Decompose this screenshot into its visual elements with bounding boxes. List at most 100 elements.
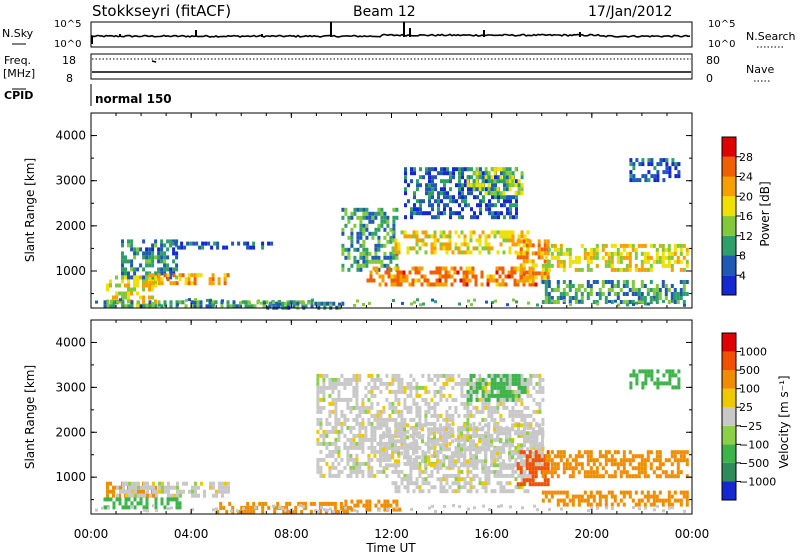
heatmap-cell: [416, 183, 419, 188]
heatmap-cell: [655, 259, 659, 264]
heatmap-cell: [367, 405, 371, 410]
heatmap-cell: [387, 270, 391, 275]
heatmap-cell: [662, 509, 665, 513]
heatmap-cell: [164, 303, 167, 307]
heatmap-cell: [469, 250, 473, 255]
heatmap-cell: [431, 215, 434, 220]
heatmap-cell: [464, 195, 467, 200]
heatmap-cell: [155, 508, 158, 512]
heatmap-cell: [349, 457, 353, 462]
heatmap-cell: [418, 473, 422, 478]
heatmap-cell: [616, 267, 620, 272]
heatmap-cell: [300, 509, 304, 514]
heatmap-cell: [667, 255, 671, 260]
heatmap-cell: [409, 473, 413, 478]
colorbar-tick-label: 16: [739, 210, 753, 223]
heatmap-cell: [667, 458, 671, 463]
heatmap-cell: [175, 281, 179, 286]
nsearch-label: N.Search: [746, 30, 796, 43]
heatmap-cell: [273, 505, 277, 510]
heatmap-cell: [115, 497, 119, 502]
heatmap-cell: [526, 238, 530, 243]
heatmap-cell: [676, 470, 680, 475]
heatmap-cell: [528, 282, 532, 287]
heatmap-cell: [662, 299, 665, 303]
heatmap-cell: [586, 255, 590, 260]
heatmap-cell: [664, 284, 668, 288]
heatmap-cell: [346, 405, 350, 410]
heatmap-cell: [526, 381, 530, 386]
heatmap-cell: [670, 255, 674, 260]
heatmap-cell: [223, 277, 227, 282]
heatmap-cell: [383, 251, 387, 256]
heatmap-cell: [161, 489, 164, 494]
heatmap-cell: [157, 277, 161, 282]
heatmap-cell: [622, 470, 626, 475]
heatmap-cell: [436, 389, 440, 394]
heatmap-cell: [513, 278, 517, 283]
heatmap-cell: [637, 288, 641, 292]
heatmap-cell: [491, 211, 494, 216]
heatmap-cell: [421, 489, 425, 494]
heatmap-cell: [394, 417, 398, 422]
heatmap-cell: [172, 259, 176, 264]
heatmap-cell: [674, 174, 678, 179]
heatmap-cell: [661, 263, 665, 268]
heatmap-cell: [404, 179, 407, 184]
heatmap-cell: [494, 203, 497, 208]
heatmap-cell: [534, 282, 538, 287]
heatmap-cell: [475, 433, 479, 438]
heatmap-cell: [528, 270, 532, 275]
heatmap-cell: [337, 453, 341, 458]
heatmap-cell: [625, 470, 629, 475]
heatmap-cell: [604, 462, 608, 467]
heatmap-cell: [106, 481, 109, 486]
heatmap-cell: [412, 417, 416, 422]
heatmap-cell: [479, 203, 482, 208]
heatmap-cell: [145, 271, 149, 276]
heatmap-cell: [106, 304, 110, 309]
heatmap-cell: [493, 373, 497, 378]
heatmap-cell: [484, 443, 487, 448]
heatmap-cell: [670, 470, 674, 475]
heatmap-cell: [149, 493, 152, 498]
heatmap-cell: [481, 397, 485, 402]
heatmap-cell: [502, 405, 506, 410]
heatmap-cell: [562, 267, 566, 272]
heatmap-cell: [463, 401, 467, 406]
heatmap-cell: [517, 455, 520, 460]
heatmap-cell: [661, 247, 665, 252]
colorbar-swatch: [722, 255, 736, 276]
heatmap-cell: [343, 417, 347, 422]
heatmap-cell: [148, 255, 152, 260]
heatmap-cell: [424, 459, 427, 464]
heatmap-cell: [509, 505, 512, 509]
heatmap-cell: [439, 427, 442, 432]
heatmap-cell: [377, 508, 380, 512]
heatmap-cell: [329, 507, 332, 511]
heatmap-cell: [373, 417, 377, 422]
heatmap-cell: [121, 291, 124, 296]
heatmap-cell: [484, 242, 488, 247]
heatmap-cell: [541, 443, 544, 448]
heatmap-cell: [106, 485, 109, 490]
heatmap-cell: [362, 211, 366, 216]
heatmap-cell: [466, 389, 470, 394]
heatmap-cell: [116, 485, 119, 490]
heatmap-cell: [628, 288, 632, 292]
heatmap-cell: [529, 431, 532, 436]
heatmap-cell: [640, 454, 644, 459]
heatmap-cell: [478, 477, 482, 482]
heatmap-cell: [146, 485, 149, 490]
heatmap-cell: [406, 393, 410, 398]
heatmap-cell: [673, 300, 677, 304]
heatmap-cell: [511, 393, 515, 398]
power-colorbar-label: Power [dB]: [758, 181, 772, 246]
heatmap-cell: [112, 489, 115, 494]
heatmap-cell: [340, 397, 344, 402]
heatmap-cell: [472, 447, 475, 452]
heatmap-cell: [556, 296, 560, 300]
heatmap-cell: [641, 174, 645, 179]
heatmap-cell: [511, 469, 515, 474]
heatmap-cell: [670, 296, 674, 300]
